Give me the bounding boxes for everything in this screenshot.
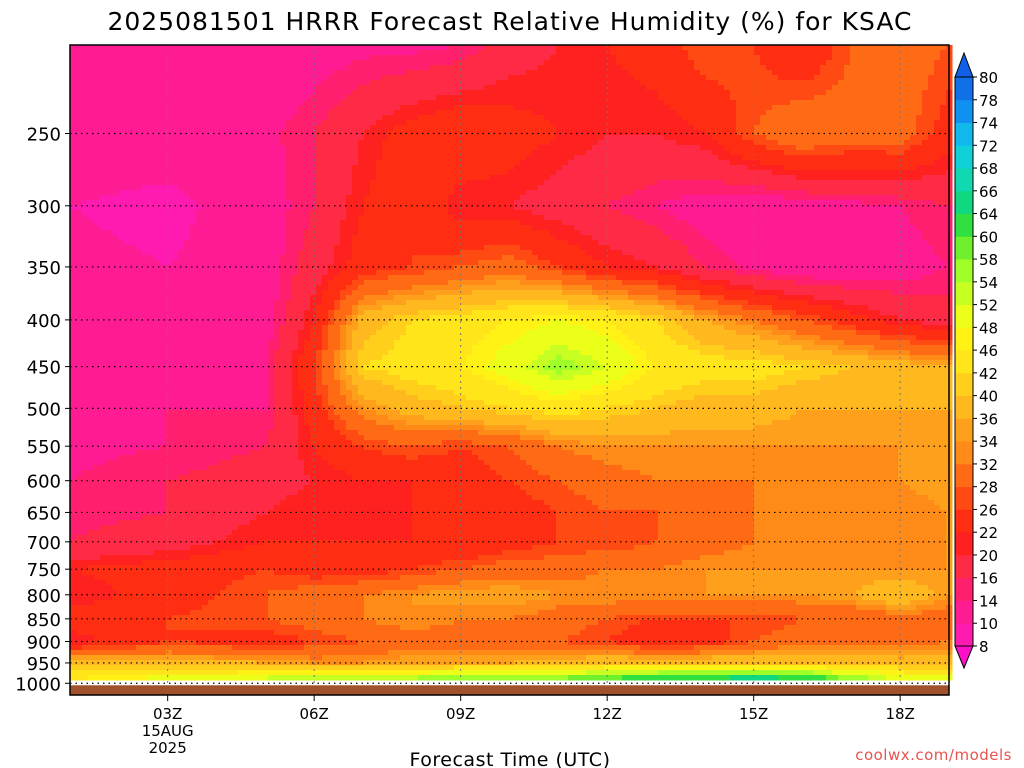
colorbar-label: 48 xyxy=(979,319,998,337)
colorbar-swatch xyxy=(955,168,973,192)
colorbar-label: 22 xyxy=(979,524,998,542)
colorbar-label: 28 xyxy=(979,479,998,497)
y-tick-label: 600 xyxy=(27,472,61,493)
colorbar-swatch xyxy=(955,395,973,419)
x-tick-label: 09Z xyxy=(446,705,475,723)
x-tick-label: 06Z xyxy=(299,705,328,723)
credit-text: coolwx.com/models xyxy=(855,746,1012,764)
colorbar-label: 10 xyxy=(979,615,998,633)
colorbar-swatch xyxy=(955,213,973,237)
x-tick-label: 12Z xyxy=(592,705,621,723)
colorbar-swatch xyxy=(955,350,973,374)
colorbar-label: 34 xyxy=(979,433,998,451)
y-tick-label: 450 xyxy=(27,358,61,379)
colorbar-min-arrow xyxy=(954,645,974,670)
colorbar-label: 26 xyxy=(979,501,998,519)
y-tick-label: 750 xyxy=(27,560,61,581)
y-tick-label: 700 xyxy=(27,533,61,554)
y-tick-label: 650 xyxy=(27,503,61,524)
y-tick-label: 550 xyxy=(27,437,61,458)
colorbar-label: 14 xyxy=(979,592,998,610)
y-tick-label: 800 xyxy=(27,586,61,607)
x-tick-label: 18Z xyxy=(885,705,914,723)
colorbar-swatch xyxy=(955,554,973,579)
colorbar-label: 54 xyxy=(979,274,998,292)
x-axis-label: Forecast Time (UTC) xyxy=(410,749,611,768)
plot-frame xyxy=(69,44,950,696)
y-tick-label: 850 xyxy=(27,610,61,631)
colorbar-swatch xyxy=(955,122,973,146)
chart-title: 2025081501 HRRR Forecast Relative Humidi… xyxy=(107,7,912,36)
colorbar-swatch xyxy=(955,259,973,283)
colorbar-label: 36 xyxy=(979,410,998,428)
y-tick-label: 400 xyxy=(27,311,61,332)
axes: 2503003504004505005506006507007508008509… xyxy=(15,44,950,757)
colorbar-swatch xyxy=(955,236,973,260)
colorbar-swatch xyxy=(955,600,973,624)
grid-lines xyxy=(70,45,949,684)
colorbar-swatch xyxy=(955,418,973,442)
ground-surface xyxy=(70,685,949,695)
colorbar-swatch xyxy=(955,509,973,533)
colorbar-swatch xyxy=(955,77,973,101)
colorbar-swatch xyxy=(955,623,973,647)
colorbar-label: 40 xyxy=(979,388,998,406)
y-tick-label: 350 xyxy=(27,258,61,279)
colorbar-swatch xyxy=(955,304,973,328)
colorbar-swatch xyxy=(955,372,973,397)
colorbar-swatch xyxy=(955,190,973,214)
colorbar-label: 66 xyxy=(979,183,998,201)
colorbar-swatch xyxy=(955,327,973,351)
x-date-label: 2025 xyxy=(149,739,187,757)
colorbar-max-arrow xyxy=(954,51,974,78)
y-tick-label: 300 xyxy=(27,197,61,218)
colorbar-label: 42 xyxy=(979,365,998,383)
colorbar-swatch xyxy=(955,532,973,556)
humidity-field xyxy=(70,45,953,695)
colorbar-label: 60 xyxy=(979,228,998,246)
y-tick-label: 950 xyxy=(27,654,61,675)
x-date-label: 15AUG xyxy=(142,722,194,740)
colorbar-label: 46 xyxy=(979,342,998,360)
colorbar-label: 52 xyxy=(979,297,998,315)
y-tick-label: 1000 xyxy=(15,674,61,695)
colorbar-label: 68 xyxy=(979,160,998,178)
colorbar-swatch xyxy=(955,486,973,510)
colorbar-label: 80 xyxy=(979,69,998,87)
colorbar-label: 64 xyxy=(979,206,998,224)
colorbar-label: 78 xyxy=(979,92,998,110)
colorbar-swatch xyxy=(955,145,973,169)
x-tick-label: 03Z xyxy=(153,705,182,723)
colorbar-label: 20 xyxy=(979,547,998,565)
colorbar-label: 74 xyxy=(979,115,998,133)
x-tick-label: 15Z xyxy=(739,705,768,723)
colorbar-label: 58 xyxy=(979,251,998,269)
y-tick-label: 250 xyxy=(27,124,61,145)
colorbar: 8 10 14 16 20 22 26 28 32 34 36 40 42 46 48 52 54 58 60 64 6… xyxy=(954,51,998,670)
y-tick-label: 900 xyxy=(27,632,61,653)
colorbar-label: 32 xyxy=(979,456,998,474)
colorbar-swatch xyxy=(955,463,973,488)
y-tick-label: 500 xyxy=(27,399,61,420)
colorbar-swatch xyxy=(955,577,973,601)
colorbar-swatch xyxy=(955,441,973,465)
colorbar-label: 72 xyxy=(979,137,998,155)
colorbar-label: 16 xyxy=(979,570,998,588)
colorbar-label: 8 xyxy=(979,638,989,656)
colorbar-swatch xyxy=(955,99,973,123)
colorbar-swatch xyxy=(955,281,973,305)
